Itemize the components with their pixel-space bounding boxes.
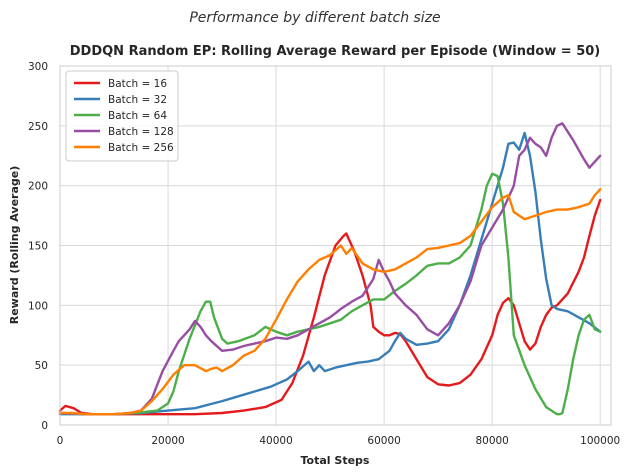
legend-label: Batch = 32 <box>108 94 167 106</box>
series-line-batch-64 <box>58 172 602 416</box>
y-axis-label: Reward (Rolling Average) <box>8 166 21 325</box>
y-tick-label: 150 <box>28 241 48 253</box>
x-tick-label: 80000 <box>475 435 508 447</box>
y-tick-label: 50 <box>35 360 48 372</box>
y-tick-label: 200 <box>28 181 48 193</box>
y-tick-label: 300 <box>28 61 48 73</box>
x-tick-label: 0 <box>57 435 64 447</box>
chart-suptitle: Performance by different batch size <box>189 10 440 26</box>
legend-label: Batch = 16 <box>108 78 167 90</box>
series-lines <box>58 122 602 416</box>
x-tick-label: 20000 <box>151 435 184 447</box>
x-axis-label: Total Steps <box>301 454 370 467</box>
plot-border <box>59 65 612 426</box>
legend-label: Batch = 128 <box>108 126 174 138</box>
legend: Batch = 16 Batch = 32 Batch = 64 Batch = 12… <box>65 70 179 162</box>
x-tick-label: 100000 <box>580 435 620 447</box>
x-tick-labels: 0 20000 40000 60000 80000 100000 <box>57 435 621 447</box>
x-tick-label: 40000 <box>259 435 292 447</box>
series-line-batch-16 <box>58 198 602 416</box>
y-tick-label: 0 <box>41 420 48 432</box>
legend-box <box>65 70 179 162</box>
series-line-batch-256 <box>58 188 602 416</box>
y-tick-labels: 0 50 100 150 200 250 300 <box>28 61 48 432</box>
y-tick-label: 250 <box>28 121 48 133</box>
legend-label: Batch = 256 <box>108 142 174 154</box>
series-line-batch-32 <box>58 131 602 416</box>
series-line-batch-128 <box>58 122 602 416</box>
chart-title: DDDQN Random EP: Rolling Average Reward … <box>70 44 601 59</box>
y-tick-label: 100 <box>28 300 48 312</box>
x-tick-label: 60000 <box>367 435 400 447</box>
legend-label: Batch = 64 <box>108 110 167 122</box>
